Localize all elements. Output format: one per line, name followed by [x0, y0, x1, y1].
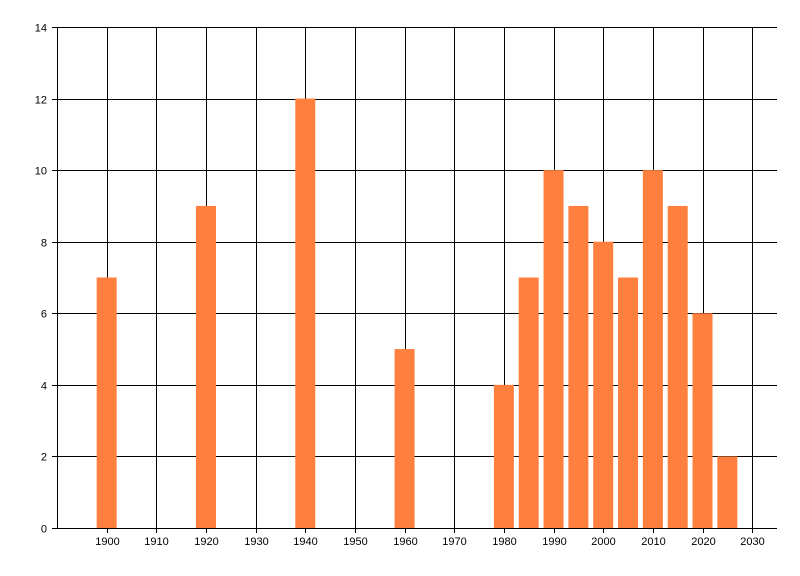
x-tick-label: 1970: [442, 536, 466, 548]
bar: [543, 170, 564, 528]
x-tick-label: 2020: [691, 536, 715, 548]
x-tick-label: 2000: [591, 536, 615, 548]
y-tick-label: 0: [41, 524, 47, 536]
x-tick-label: 2010: [641, 536, 665, 548]
y-tick-label: 2: [41, 452, 47, 464]
x-tick-label: 1990: [542, 536, 566, 548]
bar: [394, 349, 415, 528]
tick-labels: 0 2 4 6 8 10 12 14 1900 1910 1920 1930 1940 1950 1960 1…: [35, 23, 765, 549]
y-tick-label: 6: [41, 309, 47, 321]
bars: [96, 98, 738, 529]
y-tick-label: 14: [35, 23, 47, 35]
bar: [195, 205, 216, 528]
bar: [295, 98, 316, 529]
x-tick-label: 2030: [740, 536, 764, 548]
bar: [717, 456, 738, 528]
y-tick-label: 8: [41, 238, 47, 250]
bar: [692, 313, 713, 528]
axes: [52, 27, 777, 533]
x-tick-label: 1910: [144, 536, 168, 548]
x-tick-label: 1960: [393, 536, 417, 548]
bar: [518, 277, 539, 528]
bar: [593, 241, 614, 528]
bar: [96, 277, 117, 528]
y-tick-label: 12: [35, 95, 47, 107]
y-tick-label: 10: [35, 166, 47, 178]
bar: [618, 277, 639, 528]
x-tick-label: 1930: [244, 536, 268, 548]
bar: [642, 170, 663, 528]
y-tick-label: 4: [41, 381, 47, 393]
bar: [568, 205, 589, 528]
bar: [493, 384, 514, 528]
x-tick-label: 1950: [343, 536, 367, 548]
x-tick-label: 1940: [293, 536, 317, 548]
x-tick-label: 1920: [194, 536, 218, 548]
x-tick-label: 1980: [492, 536, 516, 548]
bar: [667, 205, 688, 528]
x-tick-label: 1900: [95, 536, 119, 548]
